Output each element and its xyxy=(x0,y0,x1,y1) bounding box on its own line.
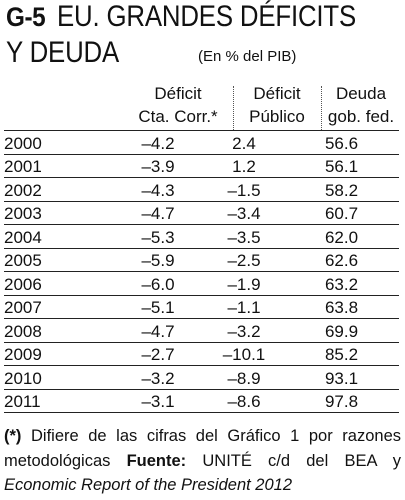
footnote-source-label: Fuente: xyxy=(126,451,187,470)
year-cell: 2009 xyxy=(4,342,112,366)
year-cell: 2006 xyxy=(4,271,112,296)
year-cell: 2001 xyxy=(4,154,112,178)
column-header-line: Déficit xyxy=(154,84,202,103)
table-row: 2004 –5.3 –3.5 62.0 xyxy=(4,224,399,249)
table-row: 2003 –4.7 –3.4 60.7 xyxy=(4,201,399,225)
deficit-cta-corr-cell: –5.9 xyxy=(112,248,204,272)
year-cell: 2003 xyxy=(4,201,112,225)
footnote-text: Difiere de las cifras del Gráfico 1 por … xyxy=(4,427,401,470)
table-row: 2009 –2.7 –10.1 85.2 xyxy=(4,342,399,366)
figure-title-line2: Y DEUDA xyxy=(6,36,120,69)
deficit-publico-cell: 2.4 xyxy=(204,130,284,155)
column-header-line: Público xyxy=(249,107,305,126)
deficit-publico-cell: –3.2 xyxy=(204,318,284,343)
deficit-publico-cell: –8.6 xyxy=(204,389,284,413)
footnote-marker: (*) xyxy=(4,427,22,445)
deficit-publico-cell: –8.9 xyxy=(204,365,284,390)
column-header-line: gob. fed. xyxy=(327,107,395,126)
deficit-publico-cell: –3.4 xyxy=(204,201,284,225)
deficit-cta-corr-cell: –4.2 xyxy=(112,130,204,155)
figure-id: G-5 xyxy=(6,2,46,32)
deuda-cell: 97.8 xyxy=(284,389,399,413)
column-header-publico: Déficit Público xyxy=(236,82,318,128)
deuda-cell: 58.2 xyxy=(284,177,399,202)
deuda-cell: 63.8 xyxy=(284,295,399,319)
deficit-cta-corr-cell: –3.9 xyxy=(112,154,204,178)
year-cell: 2007 xyxy=(4,295,112,319)
year-cell: 2010 xyxy=(4,365,112,390)
table-row: 2007 –5.1 –1.1 63.8 xyxy=(4,295,399,319)
column-separator xyxy=(233,86,234,130)
deficit-cta-corr-cell: –5.1 xyxy=(112,295,204,319)
footnote-source-title: Economic Report of the President 2012 xyxy=(4,476,293,494)
column-header-line: Déficit xyxy=(253,84,301,103)
table-row: 2005 –5.9 –2.5 62.6 xyxy=(4,248,399,272)
footnote-source-text: UNITÉ c/d del BEA y xyxy=(186,451,402,470)
column-header-line: Cta. Corr.* xyxy=(138,107,218,126)
deuda-cell: 85.2 xyxy=(284,342,399,366)
deficit-cta-corr-cell: –3.1 xyxy=(112,389,204,413)
table-row: 2008 –4.7 –3.2 69.9 xyxy=(4,318,399,343)
deficit-cta-corr-cell: –4.7 xyxy=(112,201,204,225)
column-separator xyxy=(321,86,322,130)
deficit-publico-cell: –1.5 xyxy=(204,177,284,202)
deficit-publico-cell: –3.5 xyxy=(204,224,284,249)
deficit-publico-cell: 1.2 xyxy=(204,154,284,178)
column-header-deuda: Deuda gob. fed. xyxy=(318,82,404,128)
table-row: 2011 –3.1 –8.6 97.8 xyxy=(4,389,399,413)
table-row: 2010 –3.2 –8.9 93.1 xyxy=(4,365,399,390)
deuda-cell: 56.6 xyxy=(284,130,399,155)
table-row: 2000 –4.2 2.4 56.6 xyxy=(4,130,399,155)
table-row: 2002 –4.3 –1.5 58.2 xyxy=(4,177,399,202)
year-cell: 2011 xyxy=(4,389,112,413)
deficit-publico-cell: –1.9 xyxy=(204,271,284,296)
deficit-cta-corr-cell: –4.7 xyxy=(112,318,204,343)
deuda-cell: 69.9 xyxy=(284,318,399,343)
year-cell: 2004 xyxy=(4,224,112,249)
deficit-cta-corr-cell: –4.3 xyxy=(112,177,204,202)
deficit-cta-corr-cell: –5.3 xyxy=(112,224,204,249)
table-row: 2001 –3.9 1.2 56.1 xyxy=(4,154,399,178)
deficit-publico-cell: –1.1 xyxy=(204,295,284,319)
table-row: 2006 –6.0 –1.9 63.2 xyxy=(4,271,399,296)
deuda-cell: 93.1 xyxy=(284,365,399,390)
column-header-line: Deuda xyxy=(335,84,387,103)
deficit-cta-corr-cell: –3.2 xyxy=(112,365,204,390)
deficit-publico-cell: –2.5 xyxy=(204,248,284,272)
deuda-cell: 56.1 xyxy=(284,154,399,178)
figure-subtitle: (En % del PIB) xyxy=(198,48,297,65)
figure-title: G-5 EU. GRANDES DÉFICITS xyxy=(6,0,401,36)
deuda-cell: 62.0 xyxy=(284,224,399,249)
deuda-cell: 60.7 xyxy=(284,201,399,225)
data-table-body: 2000 –4.2 2.4 56.6 2001 –3.9 1.2 56.1 2002 –4.3 –1… xyxy=(4,130,399,413)
deuda-cell: 62.6 xyxy=(284,248,399,272)
deficit-cta-corr-cell: –6.0 xyxy=(112,271,204,296)
deficit-publico-cell: –10.1 xyxy=(204,342,284,366)
figure-title-line1: EU. GRANDES DÉFICITS xyxy=(56,0,357,33)
year-cell: 2002 xyxy=(4,177,112,202)
data-table: 2000 –4.2 2.4 56.6 2001 –3.9 1.2 56.1 2002 –4.3 –1… xyxy=(4,130,399,413)
deuda-cell: 63.2 xyxy=(284,271,399,296)
footnote: (*) Difiere de las cifras del Gráfico 1 … xyxy=(4,424,401,498)
deficit-cta-corr-cell: –2.7 xyxy=(112,342,204,366)
year-cell: 2005 xyxy=(4,248,112,272)
year-cell: 2000 xyxy=(4,130,112,155)
column-header-cta-corr: Déficit Cta. Corr.* xyxy=(126,82,230,128)
year-cell: 2008 xyxy=(4,318,112,343)
